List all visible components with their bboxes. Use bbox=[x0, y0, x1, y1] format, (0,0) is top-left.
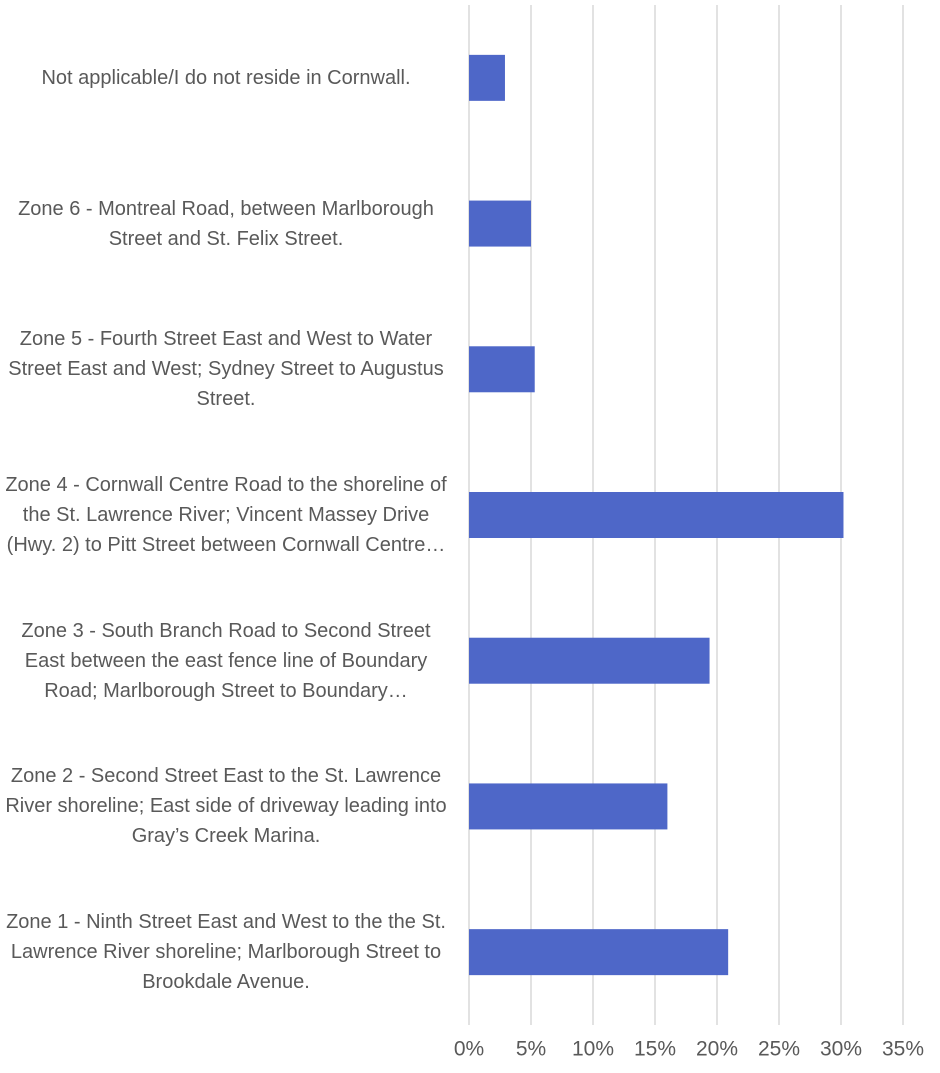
y-tick-label: Zone 4 - Cornwall Centre Road to the sho… bbox=[5, 473, 447, 556]
x-tick-label: 0% bbox=[454, 1038, 484, 1061]
category-label-box: Zone 6 - Montreal Road, between Marlboro… bbox=[0, 151, 452, 297]
x-tick-label: 20% bbox=[696, 1038, 738, 1061]
bar bbox=[469, 200, 531, 247]
bar bbox=[469, 54, 505, 101]
bar bbox=[469, 783, 668, 830]
y-tick-label: Zone 3 - South Branch Road to Second Str… bbox=[21, 619, 431, 702]
x-tick-label: 10% bbox=[572, 1038, 614, 1061]
x-tick-label: 15% bbox=[634, 1038, 676, 1061]
x-tick-label: 35% bbox=[882, 1038, 924, 1061]
x-tick-label: 5% bbox=[516, 1038, 546, 1061]
category-label-box: Zone 4 - Cornwall Centre Road to the sho… bbox=[0, 442, 452, 588]
category-label-box: Zone 1 - Ninth Street East and West to t… bbox=[0, 879, 452, 1025]
bar bbox=[469, 637, 710, 684]
category-label-box: Zone 3 - South Branch Road to Second Str… bbox=[0, 588, 452, 734]
x-tick-label: 25% bbox=[758, 1038, 800, 1061]
y-tick-label: Zone 1 - Ninth Street East and West to t… bbox=[6, 911, 446, 994]
category-label-box: Zone 2 - Second Street East to the St. L… bbox=[0, 734, 452, 880]
y-tick-label: Zone 6 - Montreal Road, between Marlboro… bbox=[18, 197, 434, 250]
x-tick-label: 30% bbox=[820, 1038, 862, 1061]
y-tick-label: Not applicable/I do not reside in Cornwa… bbox=[41, 66, 411, 89]
category-label-box: Not applicable/I do not reside in Cornwa… bbox=[0, 5, 452, 151]
category-label-box: Zone 5 - Fourth Street East and West to … bbox=[0, 296, 452, 442]
y-tick-label: Zone 2 - Second Street East to the St. L… bbox=[5, 765, 447, 848]
bar bbox=[469, 346, 535, 393]
y-tick-label: Zone 5 - Fourth Street East and West to … bbox=[8, 328, 444, 411]
bar bbox=[469, 929, 729, 976]
bar bbox=[469, 492, 844, 538]
